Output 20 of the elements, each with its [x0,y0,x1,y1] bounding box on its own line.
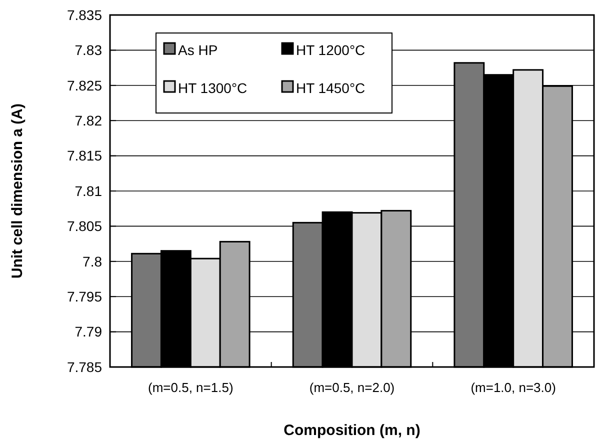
y-tick-label: 7.81 [74,182,102,199]
y-tick-label: 7.8 [82,253,102,270]
y-tick-label: 7.835 [66,6,102,23]
x-tick-label: (m=1.0, n=3.0) [470,380,556,395]
y-tick-label: 7.815 [66,148,102,164]
x-tick-label: (m=0.5, n=1.5) [148,380,234,395]
x-axis-title: Composition (m, n) [284,422,420,439]
x-tick-label: (m=0.5, n=2.0) [309,380,395,395]
y-tick-label: 7.82 [74,112,102,128]
y-tick-label: 7.795 [66,288,102,304]
y-axis-title: Unit cell dimension a (A) [9,103,26,279]
y-tick-label: 7.825 [66,77,102,94]
y-tick-label: 7.805 [66,218,102,234]
y-tick-label: 7.79 [74,324,102,340]
y-tick-label: 7.83 [74,42,102,58]
legend-label: As HP [178,42,218,58]
legend-label: HT 1300°C [178,80,248,96]
y-tick-label: 7.785 [66,358,102,375]
legend-label: HT 1200°C [296,42,366,58]
legend-label: HT 1450°C [296,80,366,96]
